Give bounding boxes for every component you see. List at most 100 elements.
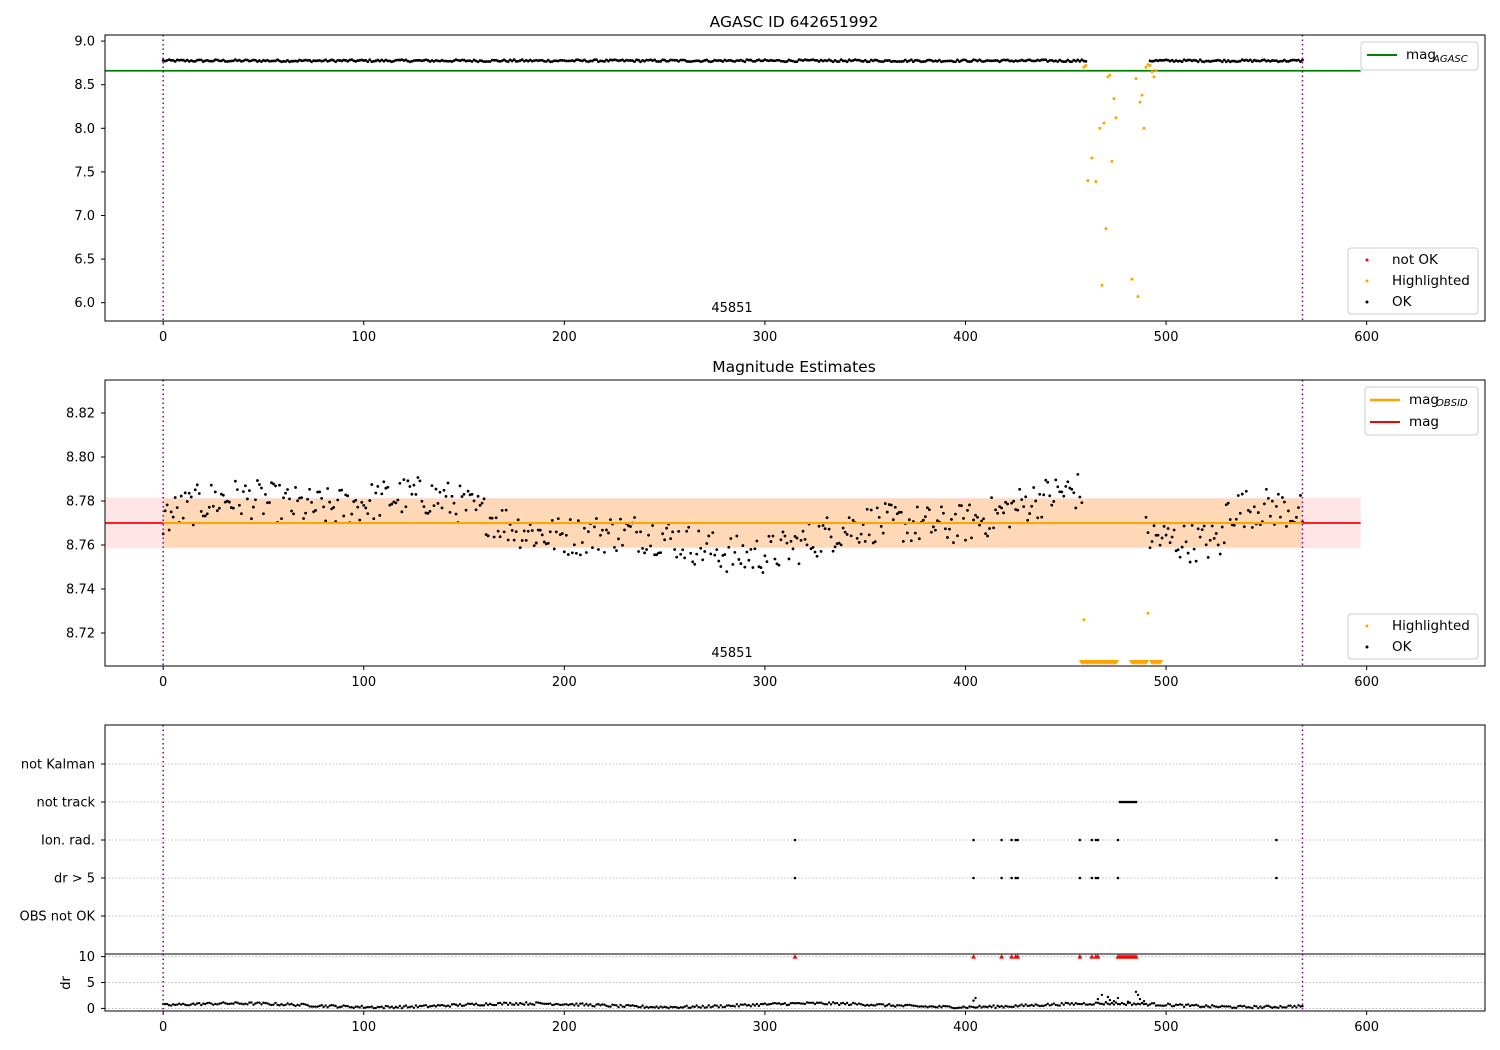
flag-point <box>1016 838 1019 842</box>
dr-point <box>1184 1003 1188 1006</box>
ok-point <box>1248 58 1252 62</box>
dr-point <box>920 1005 923 1008</box>
ok-point <box>903 58 907 62</box>
ok-point <box>235 488 239 492</box>
dr-point <box>368 1005 371 1009</box>
dr-point <box>1036 1004 1039 1007</box>
ok-point <box>1256 511 1260 514</box>
legend-not-ok-label: not OK <box>1392 252 1439 268</box>
ok-point <box>1279 515 1282 519</box>
dr-point <box>312 1005 315 1008</box>
ok-point <box>179 58 183 62</box>
ok-point <box>254 498 257 502</box>
ok-point <box>239 512 243 516</box>
dr-point <box>689 1006 692 1010</box>
dr-point <box>972 1005 975 1009</box>
ok-point <box>1030 504 1034 508</box>
dr-point <box>521 1002 524 1006</box>
ok-point <box>637 58 640 62</box>
dr-point <box>557 1003 560 1006</box>
ok-point <box>893 505 897 509</box>
ok-point <box>534 541 538 545</box>
ok-point <box>438 490 442 494</box>
dr-point <box>1072 1003 1076 1006</box>
ok-point <box>260 60 263 64</box>
legend-highlighted-marker <box>1365 279 1369 283</box>
highlighted-point <box>1104 227 1108 231</box>
dr-point <box>769 1002 773 1006</box>
dr-point <box>490 1003 494 1006</box>
ok-point <box>336 498 340 502</box>
ok-point <box>1285 525 1288 528</box>
dr-point <box>392 1006 396 1010</box>
ok-point <box>996 511 999 515</box>
legend-ok-marker <box>1365 300 1369 304</box>
flag-point <box>1010 876 1013 880</box>
ok-point <box>1299 494 1302 497</box>
ok-point <box>195 483 199 487</box>
dr-point <box>1245 1006 1248 1009</box>
dr-spike-point <box>1138 997 1142 1001</box>
ok-point <box>972 518 975 522</box>
ok-point <box>599 59 602 63</box>
dr-point <box>498 1001 502 1005</box>
dr-point <box>533 1003 536 1006</box>
flag-point <box>1124 800 1128 804</box>
ok-point <box>506 538 510 542</box>
ok-point <box>402 478 406 482</box>
ok-point <box>703 550 707 553</box>
dr-point <box>248 1001 251 1004</box>
ok-point <box>1032 486 1036 489</box>
dr-point <box>1032 1004 1035 1008</box>
dr-point <box>1080 1002 1084 1006</box>
p4-xtick-label-200: 200 <box>552 1020 577 1035</box>
ok-point <box>1042 58 1046 62</box>
dr-spike-point <box>1116 996 1120 1000</box>
dr-point <box>1034 1003 1037 1006</box>
dr-point <box>1217 1005 1220 1009</box>
ok-point <box>1295 515 1298 519</box>
dr-point <box>1134 1003 1138 1006</box>
ok-point <box>605 528 608 532</box>
ok-point <box>593 525 596 529</box>
dr-point <box>208 1001 211 1005</box>
dr-point <box>214 1002 217 1006</box>
ok-point <box>1040 58 1044 62</box>
ok-point <box>173 60 177 63</box>
ok-point <box>454 512 458 516</box>
ok-point <box>653 553 656 557</box>
dr-point <box>781 1002 785 1006</box>
ok-point <box>1080 58 1084 62</box>
ok-point <box>865 507 869 511</box>
ok-point <box>466 489 470 493</box>
ok-point <box>169 510 173 514</box>
dr-point <box>535 1001 538 1004</box>
dr-point <box>474 1002 478 1005</box>
ok-point <box>827 527 831 531</box>
ok-point <box>659 551 663 555</box>
dr-point <box>1130 1003 1134 1007</box>
dr-point <box>472 1003 476 1006</box>
ok-point <box>368 58 372 62</box>
highlighted-point <box>1086 179 1090 183</box>
dr-point <box>833 1002 837 1005</box>
dr-point <box>597 1003 600 1006</box>
dr-point <box>1082 1001 1086 1005</box>
ok-point <box>855 537 859 540</box>
dr-point <box>785 1003 789 1007</box>
p1-xtick-label-100: 100 <box>351 330 376 345</box>
dr-point <box>593 1005 596 1008</box>
ok-point <box>324 519 328 523</box>
ok-point <box>976 515 979 519</box>
dr-point <box>504 1001 508 1005</box>
ok-point <box>883 502 887 505</box>
ok-point <box>368 499 372 502</box>
dr-point <box>918 1005 921 1008</box>
ok-point <box>526 529 530 533</box>
ok-point <box>940 505 943 509</box>
ok-point <box>237 503 241 507</box>
ok-point <box>280 517 283 521</box>
dr-point <box>797 1001 801 1005</box>
dr-point <box>841 1001 845 1005</box>
